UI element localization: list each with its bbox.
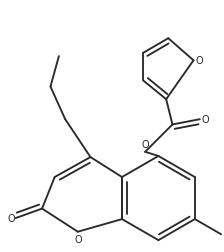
Text: O: O (202, 115, 209, 125)
Text: O: O (196, 56, 203, 66)
Text: O: O (141, 139, 149, 149)
Text: O: O (74, 234, 82, 244)
Text: O: O (7, 213, 15, 223)
